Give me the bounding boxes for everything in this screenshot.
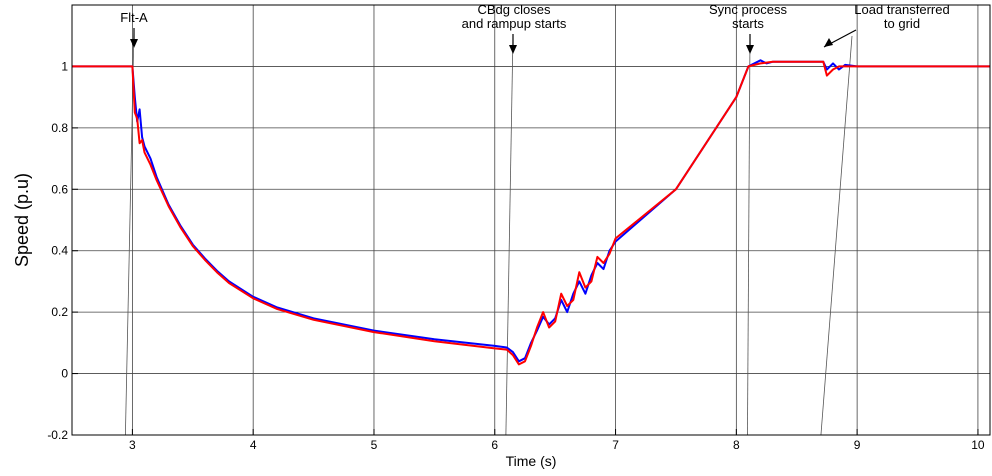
x-axis-title: Time (s) <box>506 453 557 469</box>
x-tick-label: 6 <box>491 438 498 452</box>
sync-process-starts-arrow-head <box>746 45 754 54</box>
x-tick-label: 10 <box>971 438 985 452</box>
y-tick-label: 0.6 <box>51 182 68 196</box>
load-transferred-leader-line <box>820 35 853 436</box>
y-tick-label: -0.2 <box>47 428 68 442</box>
ticks: 3 4 5 6 7 8 9 10 -0.2 0 0.2 0.4 0.6 0.8 1 <box>47 59 985 452</box>
x-tick-label: 7 <box>612 438 619 452</box>
x-tick-label: 5 <box>371 438 378 452</box>
annotation-leaders <box>124 27 853 436</box>
cbdg-closes-arrow-head <box>509 45 517 54</box>
x-tick-label: 8 <box>733 438 740 452</box>
flt-a-annotation-text: Flt-A <box>120 10 148 25</box>
sync-process-starts-annotation-text: Sync process <box>709 2 788 17</box>
sync-process-starts-annotation-text: starts <box>732 16 764 31</box>
grid <box>72 5 990 436</box>
load-transferred-arrow-head <box>824 38 833 47</box>
series <box>72 59 990 366</box>
y-axis-title: Speed (p.u) <box>12 173 32 267</box>
load-transferred-annotation-text: to grid <box>884 16 920 31</box>
load-transferred-annotation-text: Load transferred <box>854 2 949 17</box>
x-tick-label: 3 <box>129 438 136 452</box>
y-tick-label: 1 <box>61 59 68 73</box>
flt-a-leader-line <box>124 27 135 436</box>
y-tick-label: 0.8 <box>51 121 68 135</box>
x-tick-label: 9 <box>854 438 861 452</box>
cbdg-closes-annotation-text: and rampup starts <box>462 16 567 31</box>
plot-frame <box>71 4 991 436</box>
red-series-line <box>72 60 990 366</box>
plot-background <box>72 5 990 435</box>
x-tick-label: 4 <box>250 438 257 452</box>
y-tick-label: 0.4 <box>51 244 68 258</box>
cbdg-closes-leader-line <box>505 33 514 436</box>
y-tick-label: 0 <box>61 367 68 381</box>
y-tick-label: 0.2 <box>51 305 68 319</box>
sync-process-starts-leader-line <box>747 33 751 436</box>
flt-a-arrow-head <box>130 39 138 48</box>
cbdg-closes-annotation-text: CBdg closes <box>478 2 551 17</box>
